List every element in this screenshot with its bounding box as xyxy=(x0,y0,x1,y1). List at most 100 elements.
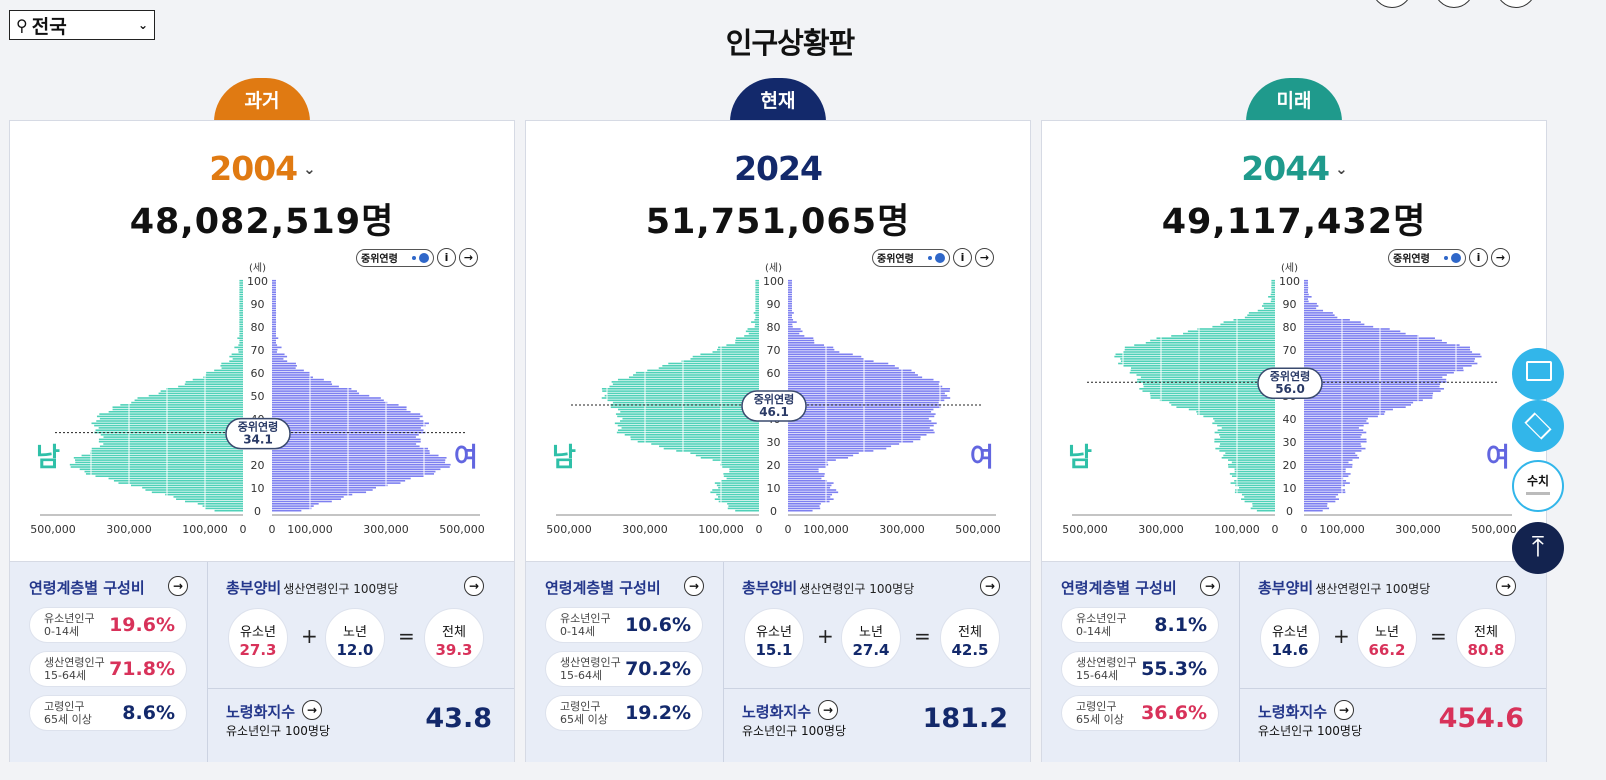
top-button-2[interactable] xyxy=(1434,0,1474,8)
male-bar xyxy=(726,344,759,346)
dependency-title-text: 총부양비 xyxy=(742,579,798,597)
female-bar xyxy=(272,291,276,293)
layers-button[interactable] xyxy=(1512,400,1564,452)
female-bar xyxy=(272,473,435,475)
male-bar xyxy=(1263,307,1275,310)
male-bar xyxy=(1229,473,1275,475)
female-bar xyxy=(788,279,792,282)
male-bar xyxy=(735,509,759,512)
arrow-right-icon[interactable]: → xyxy=(1491,248,1510,267)
year-select[interactable]: 2044 ⌄ xyxy=(1042,149,1546,188)
male-bar xyxy=(178,385,243,388)
arrow-right-icon[interactable]: → xyxy=(1334,700,1354,720)
chart-controls: 중위연령 i → xyxy=(872,248,994,267)
region-select[interactable]: ⚲ 전국 ⌄ xyxy=(9,10,155,40)
arrow-right-icon[interactable]: → xyxy=(302,700,322,720)
female-bar xyxy=(1304,309,1324,312)
values-toggle[interactable]: 수치 xyxy=(1512,460,1564,512)
median-age-toggle[interactable]: 중위연령 xyxy=(872,248,950,267)
female-bar xyxy=(1304,399,1423,402)
male-bar xyxy=(1171,335,1275,337)
female-bar xyxy=(1304,337,1435,339)
dependency-value: 80.8 xyxy=(1467,641,1505,659)
arrow-right-icon[interactable]: → xyxy=(975,248,994,267)
arrow-right-icon[interactable]: → xyxy=(980,576,1000,596)
top-button-3[interactable] xyxy=(1496,0,1536,8)
male-bar xyxy=(239,316,243,319)
male-bar xyxy=(755,316,759,319)
male-bar xyxy=(239,291,243,293)
male-bar xyxy=(1219,445,1275,448)
male-bar xyxy=(1230,482,1275,484)
male-bar xyxy=(1270,300,1275,303)
male-bar xyxy=(1214,431,1275,434)
male-bar xyxy=(1271,291,1275,293)
info-icon[interactable]: i xyxy=(437,248,456,267)
female-bar xyxy=(272,293,276,296)
male-bar xyxy=(1214,420,1275,422)
female-bar xyxy=(272,496,344,498)
scroll-top-button[interactable]: ⤒ xyxy=(1512,522,1564,574)
female-bar xyxy=(272,369,304,372)
male-bar xyxy=(1244,316,1275,319)
female-bar xyxy=(788,376,923,379)
aging-index-title: 노령화지수 xyxy=(742,703,812,721)
female-bar xyxy=(272,438,421,441)
male-bar xyxy=(624,434,759,436)
female-bar xyxy=(1304,378,1447,381)
median-age-toggle[interactable]: 중위연령 xyxy=(1388,248,1466,267)
dependency-value: 15.1 xyxy=(755,641,793,659)
female-bar xyxy=(788,282,792,284)
female-bar xyxy=(788,378,934,381)
top-button-1[interactable] xyxy=(1372,0,1412,8)
male-bar xyxy=(723,475,759,477)
male-bar xyxy=(98,438,243,441)
male-bar xyxy=(633,374,759,376)
age-group-range: 65세 이상 xyxy=(560,713,608,726)
female-bar xyxy=(788,388,951,390)
presentation-button[interactable] xyxy=(1512,348,1564,400)
dependency-label: 유소년 xyxy=(756,625,792,640)
arrow-right-icon[interactable]: → xyxy=(684,576,704,596)
male-bar xyxy=(755,314,759,316)
male-bar xyxy=(700,353,759,356)
median-age-toggle[interactable]: 중위연령 xyxy=(356,248,434,267)
male-bar xyxy=(1197,413,1275,415)
age-group-percent: 8.1% xyxy=(1154,614,1207,636)
female-bar xyxy=(788,427,930,429)
arrow-right-icon[interactable]: → xyxy=(1200,576,1220,596)
male-bar xyxy=(1228,463,1275,466)
male-bar xyxy=(137,397,243,399)
arrow-right-icon[interactable]: → xyxy=(168,576,188,596)
total-population: 51,751,065명 xyxy=(645,202,911,242)
age-composition-title: 연령계층별 구성비 xyxy=(29,579,145,597)
arrow-right-icon[interactable]: → xyxy=(1496,576,1516,596)
female-bars xyxy=(1304,279,1482,512)
male-bar xyxy=(1214,440,1275,443)
male-bar xyxy=(108,477,243,480)
male-bar xyxy=(755,289,759,291)
female-bar xyxy=(272,440,421,443)
male-bar xyxy=(238,348,243,351)
female-bar xyxy=(272,457,447,459)
female-bar xyxy=(1304,289,1308,291)
arrow-right-icon[interactable]: → xyxy=(818,700,838,720)
male-bar xyxy=(630,436,759,438)
female-bar xyxy=(788,415,935,418)
female-bar xyxy=(788,505,820,507)
year-select[interactable]: 2004 ⌄ xyxy=(10,149,514,188)
age-unit-label: (세) xyxy=(1281,262,1298,274)
info-icon[interactable]: i xyxy=(1469,248,1488,267)
male-bar xyxy=(1150,394,1275,397)
male-bar xyxy=(714,482,759,484)
female-bar xyxy=(272,422,429,425)
info-icon[interactable]: i xyxy=(953,248,972,267)
arrow-right-icon[interactable]: → xyxy=(464,576,484,596)
male-bar xyxy=(612,383,759,385)
male-bar xyxy=(1228,459,1275,461)
population-card: 2004⌄48,082,519명중위연령i→010203040506070809… xyxy=(9,120,515,762)
x-tick-label: 0 xyxy=(756,523,763,536)
arrow-right-icon[interactable]: → xyxy=(459,248,478,267)
female-bar xyxy=(1304,505,1328,507)
female-bar xyxy=(1304,440,1367,443)
